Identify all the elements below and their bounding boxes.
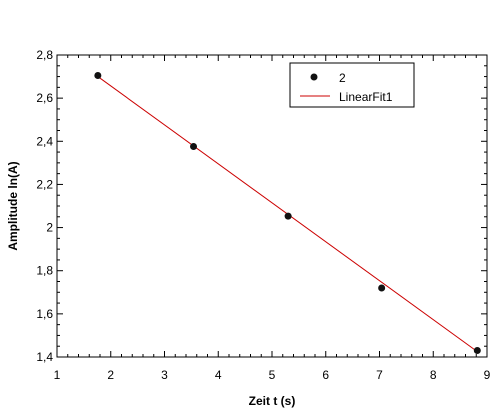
- y-tick-label: 2: [46, 221, 53, 235]
- legend-marker-scatter: [310, 73, 318, 81]
- y-tick-labels: 1,4 1,6 1,8 2 2,2 2,4 2,6 2,8: [36, 48, 53, 364]
- x-tick-label: 4: [215, 368, 222, 382]
- y-tick-label: 1,8: [36, 264, 53, 278]
- data-point: [473, 347, 481, 355]
- x-tick-label: 3: [161, 368, 168, 382]
- legend-label-scatter: 2: [339, 71, 346, 85]
- y-tick-label: 2,8: [36, 48, 53, 62]
- legend: 2 LinearFit1: [289, 62, 415, 108]
- y-axis-title: Amplitude ln(A): [6, 161, 20, 250]
- y-tick-label: 2,6: [36, 91, 53, 105]
- data-point: [94, 71, 102, 79]
- x-tick-label: 6: [322, 368, 329, 382]
- x-tick-labels: 1 2 3 4 5 6 7 8 9: [54, 368, 491, 382]
- y-tick-label: 2,2: [36, 177, 53, 191]
- data-point: [190, 142, 198, 150]
- legend-label-line: LinearFit1: [339, 90, 393, 104]
- x-axis-title: Zeit t (s): [249, 394, 296, 408]
- x-tick-label: 1: [54, 368, 61, 382]
- points-group: [94, 71, 481, 355]
- x-tick-label: 8: [430, 368, 437, 382]
- x-tick-label: 5: [269, 368, 276, 382]
- y-tick-label: 2,4: [36, 134, 53, 148]
- y-tick-label: 1,4: [36, 350, 53, 364]
- data-point: [378, 284, 386, 292]
- data-point: [284, 212, 292, 220]
- x-tick-label: 9: [484, 368, 491, 382]
- y-tick-label: 1,6: [36, 307, 53, 321]
- minor-ticks: [57, 55, 487, 357]
- major-ticks: [56, 54, 488, 358]
- x-tick-label: 7: [376, 368, 383, 382]
- x-tick-label: 2: [107, 368, 114, 382]
- legend-box: [289, 62, 415, 108]
